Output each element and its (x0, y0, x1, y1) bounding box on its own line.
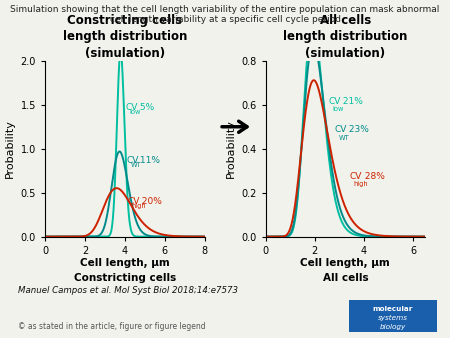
Text: CV: CV (334, 125, 347, 135)
Text: CV: CV (127, 155, 139, 165)
Text: © as stated in the article, figure or figure legend: © as stated in the article, figure or fi… (18, 321, 206, 331)
Text: Simulation showing that the cell length variability of the entire population can: Simulation showing that the cell length … (10, 5, 440, 14)
Text: CV: CV (128, 197, 140, 206)
Text: WT: WT (339, 135, 349, 141)
Title: Constricting cells
length distribution
(simulation): Constricting cells length distribution (… (63, 14, 187, 60)
Text: CV: CV (349, 172, 361, 180)
Title: All cells
length distribution
(simulation): All cells length distribution (simulatio… (283, 14, 408, 60)
Y-axis label: Probability: Probability (225, 119, 235, 178)
Text: systems: systems (378, 315, 408, 321)
Text: WT: WT (131, 162, 141, 168)
Text: low: low (130, 109, 141, 115)
Text: cell length variability at a specific cell cycle period: cell length variability at a specific ce… (109, 15, 341, 24)
X-axis label: Cell length, μm
All cells: Cell length, μm All cells (301, 259, 390, 283)
Text: 21%: 21% (341, 97, 363, 106)
Text: 5%: 5% (137, 103, 154, 112)
Text: 28%: 28% (362, 172, 385, 180)
Text: CV: CV (328, 97, 341, 106)
Text: 20%: 20% (139, 197, 162, 206)
Text: 11%: 11% (137, 155, 160, 165)
Text: biology: biology (379, 324, 406, 330)
Text: CV: CV (126, 103, 138, 112)
X-axis label: Cell length, μm
Constricting cells: Cell length, μm Constricting cells (74, 259, 176, 283)
Text: low: low (333, 106, 344, 113)
Text: 23%: 23% (346, 125, 369, 135)
Text: high: high (132, 203, 147, 209)
Text: molecular: molecular (373, 307, 413, 312)
Y-axis label: Probability: Probability (5, 119, 15, 178)
Text: high: high (354, 181, 368, 187)
Text: Manuel Campos et al. Mol Syst Biol 2018;14:e7573: Manuel Campos et al. Mol Syst Biol 2018;… (18, 286, 238, 295)
